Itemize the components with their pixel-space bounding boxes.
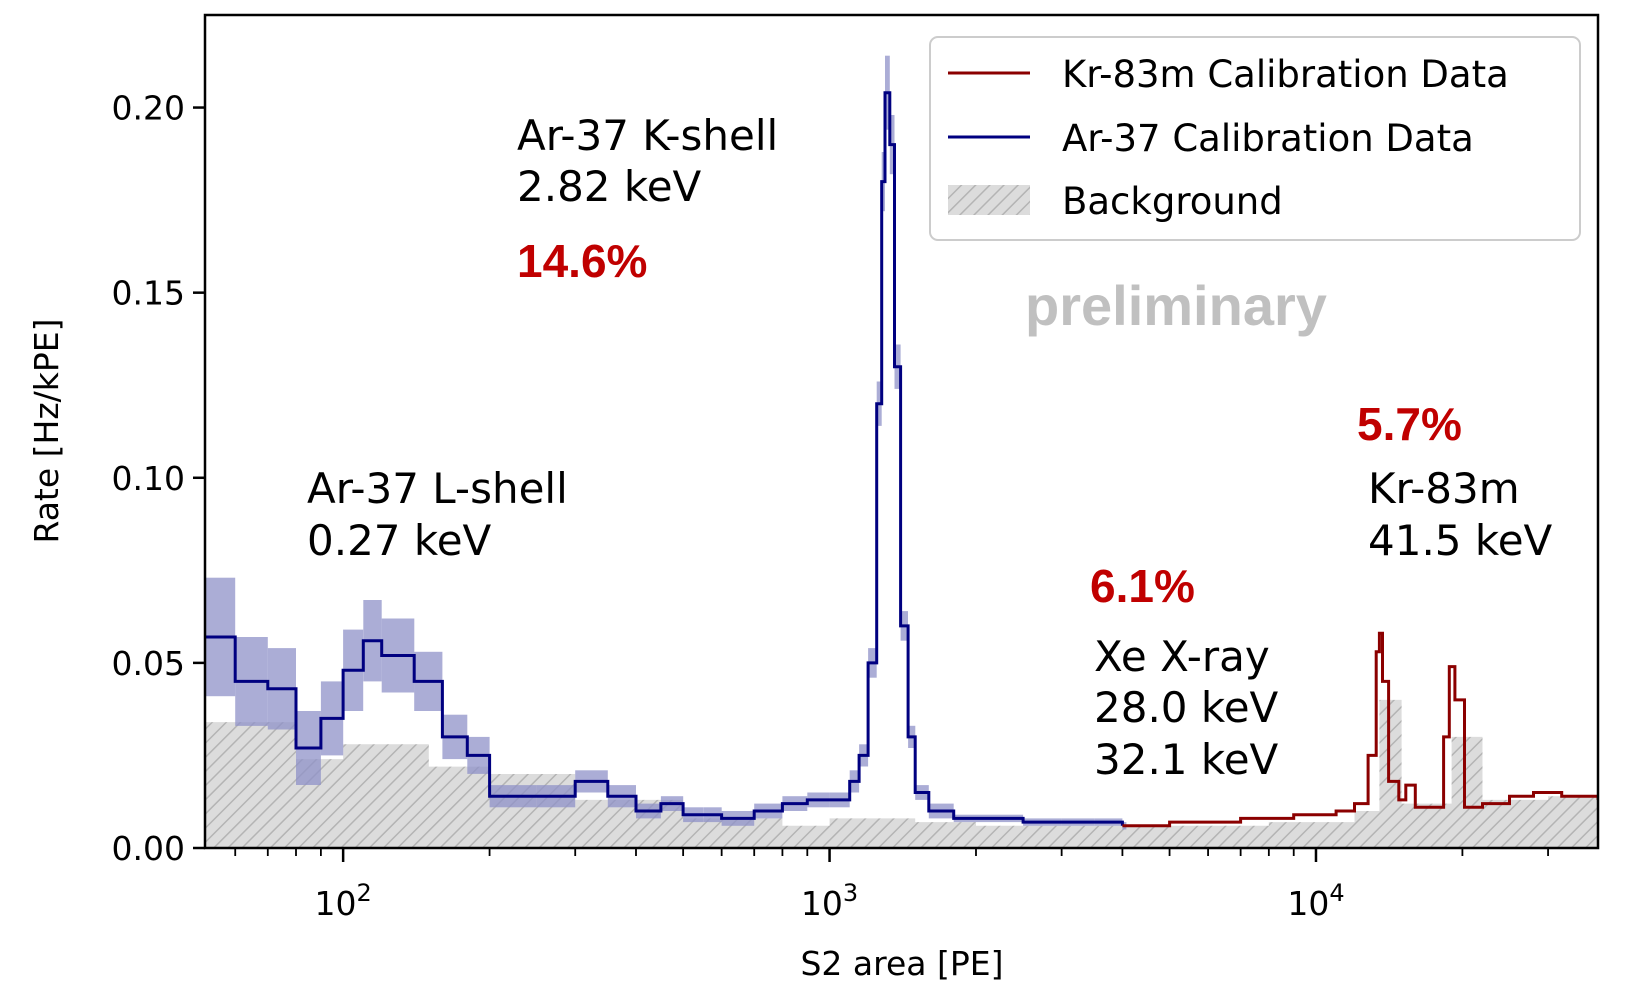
annotation-ar37-l-shell: Ar-37 L-shell 0.27 keV (307, 464, 568, 565)
axes: 0.00 0.05 0.10 0.15 0.20 102 103 104 (112, 89, 1549, 923)
legend-label: Kr-83m Calibration Data (1062, 53, 1509, 96)
plot-frame (203, 13, 1600, 850)
x-tick-label: 104 (1287, 879, 1344, 923)
watermark-preliminary: preliminary (1025, 274, 1327, 337)
legend: Kr-83m Calibration Data Ar-37 Calibratio… (929, 36, 1581, 241)
annotation-kr83m: 5.7% Kr-83m 41.5 keV (1357, 398, 1553, 565)
x-tick-label: 102 (315, 879, 372, 923)
y-tick-label: 0.15 (112, 274, 185, 313)
x-tick-label: 103 (801, 879, 858, 923)
y-tick-label: 0.05 (112, 644, 185, 683)
y-tick-label: 0.20 (112, 89, 185, 128)
annotation-line: 41.5 keV (1368, 516, 1553, 565)
x-axis-title: S2 area [PE] (800, 944, 1003, 983)
annotation-line: 32.1 keV (1094, 735, 1279, 784)
annotation-line: Ar-37 K-shell (517, 111, 778, 160)
plot-area (205, 55, 1598, 848)
annotation-line: Xe X-ray (1094, 632, 1270, 681)
y-tick-label: 0.00 (112, 829, 185, 868)
kr83m-series-line (1122, 631, 1598, 828)
annotation-line: Ar-37 L-shell (307, 464, 568, 513)
legend-box (929, 36, 1581, 241)
percent-label: 14.6% (517, 235, 647, 287)
y-axis-title: Rate [Hz/kPE] (27, 318, 66, 543)
percent-label: 5.7% (1357, 398, 1462, 450)
ar37-series-line (205, 91, 1124, 826)
annotation-ar37-k-shell: Ar-37 K-shell 2.82 keV 14.6% (517, 111, 778, 287)
background-histogram (205, 699, 1598, 848)
annotation-line: Kr-83m (1368, 464, 1520, 513)
percent-label: 6.1% (1090, 560, 1195, 612)
legend-label: Ar-37 Calibration Data (1062, 117, 1474, 160)
annotation-line: 2.82 keV (517, 162, 702, 211)
annotation-line: 28.0 keV (1094, 683, 1279, 732)
annotation-line: 0.27 keV (307, 516, 492, 565)
annotation-xe-xray: 6.1% Xe X-ray 28.0 keV 32.1 keV (1090, 560, 1279, 784)
y-tick-label: 0.10 (112, 459, 185, 498)
legend-label: Background (1062, 180, 1283, 223)
legend-swatch-background (948, 185, 1030, 215)
